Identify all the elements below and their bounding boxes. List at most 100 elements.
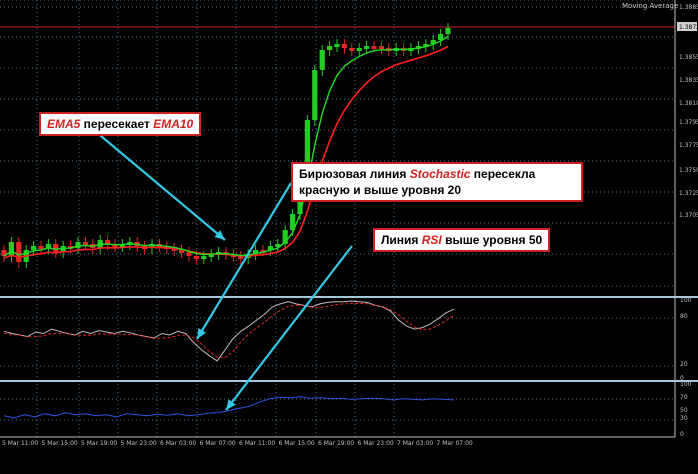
candle-body — [82, 242, 88, 245]
candle-body — [1, 250, 7, 256]
stoch-tick-label: 0 — [680, 375, 684, 382]
time-tick-label: 5 Mar 15:00 — [42, 440, 78, 447]
candle-body — [304, 120, 310, 178]
ema10-line — [3, 45, 449, 259]
time-tick-label: 6 Mar 11:00 — [239, 440, 275, 447]
candle-body — [53, 244, 59, 252]
candle-body — [201, 256, 207, 259]
price-tick-label: 1.3885 — [679, 4, 698, 11]
candle-body — [119, 244, 125, 247]
current-price-label: 1.3872 — [679, 24, 698, 31]
axis-labels: 1.3885 1.3872 1.3855 1.3835 1.3810 1.3795 1.37… — [2, 4, 698, 447]
rsi-tick-label: 100 — [680, 381, 692, 388]
stochastic-text-pre: Бирюзовая линия — [299, 167, 410, 181]
candle-body — [349, 48, 355, 51]
stochastic-text-post: пересекла — [470, 167, 536, 181]
candle-body — [327, 46, 333, 50]
arrow-shaft — [225, 245, 353, 411]
indicator-title: Moving Average — [622, 2, 679, 10]
candle-body — [423, 44, 429, 47]
candle-body — [8, 242, 14, 256]
candle-body — [364, 46, 370, 49]
candle-body — [193, 256, 199, 259]
time-tick-label: 6 Mar 15:00 — [279, 440, 315, 447]
stochastic-text-line2: красную и выше уровня 20 — [299, 183, 462, 197]
rsi-text-post: выше уровня 50 — [441, 233, 543, 247]
time-tick-label: 7 Mar 07:00 — [437, 440, 473, 447]
rsi-tick-label: 0 — [680, 431, 684, 438]
rsi-tick-label: 30 — [680, 415, 688, 422]
candle-body — [149, 244, 155, 248]
candle-body — [208, 254, 214, 257]
ema5-label: EMA5 — [47, 117, 81, 131]
candlesticks — [1, 23, 451, 268]
ema-cross-callout: EMA5 пересекает EMA10 — [39, 112, 202, 136]
candle-body — [275, 244, 281, 247]
price-tick-label: 1.3725 — [679, 190, 698, 197]
candle-body — [179, 250, 185, 253]
candle-body — [290, 214, 296, 230]
rsi-callout: Линия RSI выше уровня 50 — [373, 228, 551, 252]
candle-body — [75, 242, 81, 248]
arrow-head — [226, 399, 236, 410]
annotation-arrows — [94, 130, 353, 411]
arrow-shaft — [196, 182, 292, 340]
rsi-text-pre: Линия — [381, 233, 422, 247]
stoch-tick-label: 80 — [680, 313, 688, 320]
candle-body — [319, 50, 325, 70]
candle-body — [267, 246, 273, 250]
stochastic-callout: Бирюзовая линия Stochastic пересекла кра… — [291, 162, 583, 202]
candle-body — [260, 250, 266, 253]
arrow-head — [197, 328, 207, 339]
price-tick-label: 1.3775 — [679, 142, 698, 149]
candle-body — [341, 44, 347, 48]
candle-body — [445, 28, 451, 34]
stochastic-signal-line — [3, 303, 455, 358]
candle-body — [334, 44, 340, 47]
current-price-box — [677, 22, 697, 31]
price-tick-label: 1.3810 — [679, 100, 698, 107]
candle-body — [38, 246, 44, 249]
candle-body — [60, 246, 66, 252]
price-tick-label: 1.3855 — [679, 54, 698, 61]
time-tick-label: 6 Mar 23:00 — [358, 440, 394, 447]
stoch-tick-label: 100 — [680, 297, 692, 304]
rsi-tick-label: 70 — [680, 394, 688, 401]
candle-body — [186, 252, 192, 256]
panel-borders — [0, 0, 698, 438]
time-tick-label: 6 Mar 07:00 — [200, 440, 236, 447]
candle-body — [282, 230, 288, 244]
candle-body — [253, 250, 259, 254]
time-tick-label: 5 Mar 11:00 — [2, 440, 38, 447]
ema-cross-text: пересекает — [80, 117, 154, 131]
arrow-shaft — [94, 130, 226, 241]
ema5-line — [3, 35, 449, 257]
candle-body — [31, 246, 37, 250]
candle-body — [45, 244, 51, 248]
time-tick-label: 5 Mar 19:00 — [81, 440, 117, 447]
candle-body — [112, 244, 118, 247]
candle-body — [312, 70, 318, 120]
stochastic-main-line — [3, 300, 455, 362]
candle-body — [430, 40, 436, 44]
rsi-label: RSI — [421, 233, 442, 247]
price-tick-label: 1.3705 — [679, 212, 698, 219]
candle-body — [171, 248, 177, 251]
chart-grid — [0, 0, 675, 437]
price-tick-label: 1.3835 — [679, 77, 698, 84]
candle-body — [371, 46, 377, 49]
ema10-label: EMA10 — [153, 117, 194, 131]
price-tick-label: 1.3750 — [679, 167, 698, 174]
price-tick-label: 1.3795 — [679, 119, 698, 126]
candle-body — [105, 240, 111, 244]
time-tick-label: 6 Mar 19:00 — [318, 440, 354, 447]
rsi-line — [3, 396, 455, 419]
arrow-head — [214, 230, 225, 240]
time-tick-label: 5 Mar 23:00 — [121, 440, 157, 447]
candle-body — [378, 46, 384, 49]
time-tick-label: 6 Mar 03:00 — [160, 440, 196, 447]
rsi-tick-label: 50 — [680, 407, 688, 414]
candle-body — [438, 34, 444, 40]
candle-body — [356, 48, 362, 51]
